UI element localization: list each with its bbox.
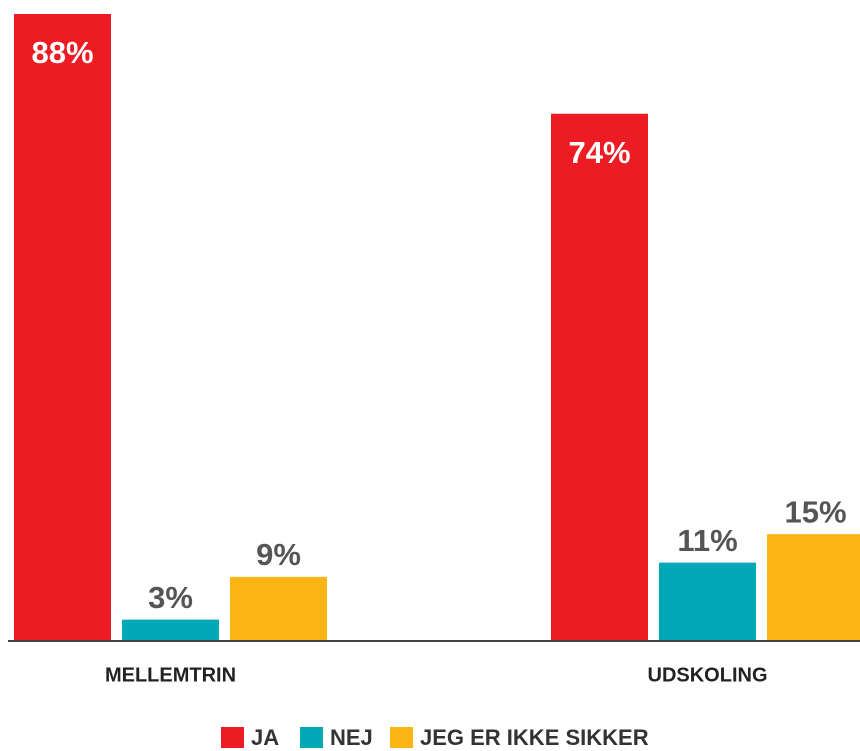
legend-label: NEJ [330,725,373,750]
x-tick-label: MELLEMTRIN [105,664,236,686]
value-label: 3% [148,580,193,615]
value-label: 74% [568,135,630,170]
legend-swatch [221,727,244,748]
bar [122,619,219,641]
bar [551,113,648,641]
legend-label: JEG ER IKKE SIKKER [420,725,649,750]
legend-swatch [390,727,413,748]
value-label: 88% [31,35,93,70]
value-label: 15% [784,494,846,529]
x-tick-label: UDSKOLING [648,664,768,686]
bar [659,562,756,641]
bar [767,534,860,641]
legend-label: JA [251,725,279,750]
value-label: 9% [256,537,301,572]
legend-swatch [300,727,323,748]
bar [14,14,111,641]
value-label: 11% [677,523,737,558]
bar [230,576,327,641]
